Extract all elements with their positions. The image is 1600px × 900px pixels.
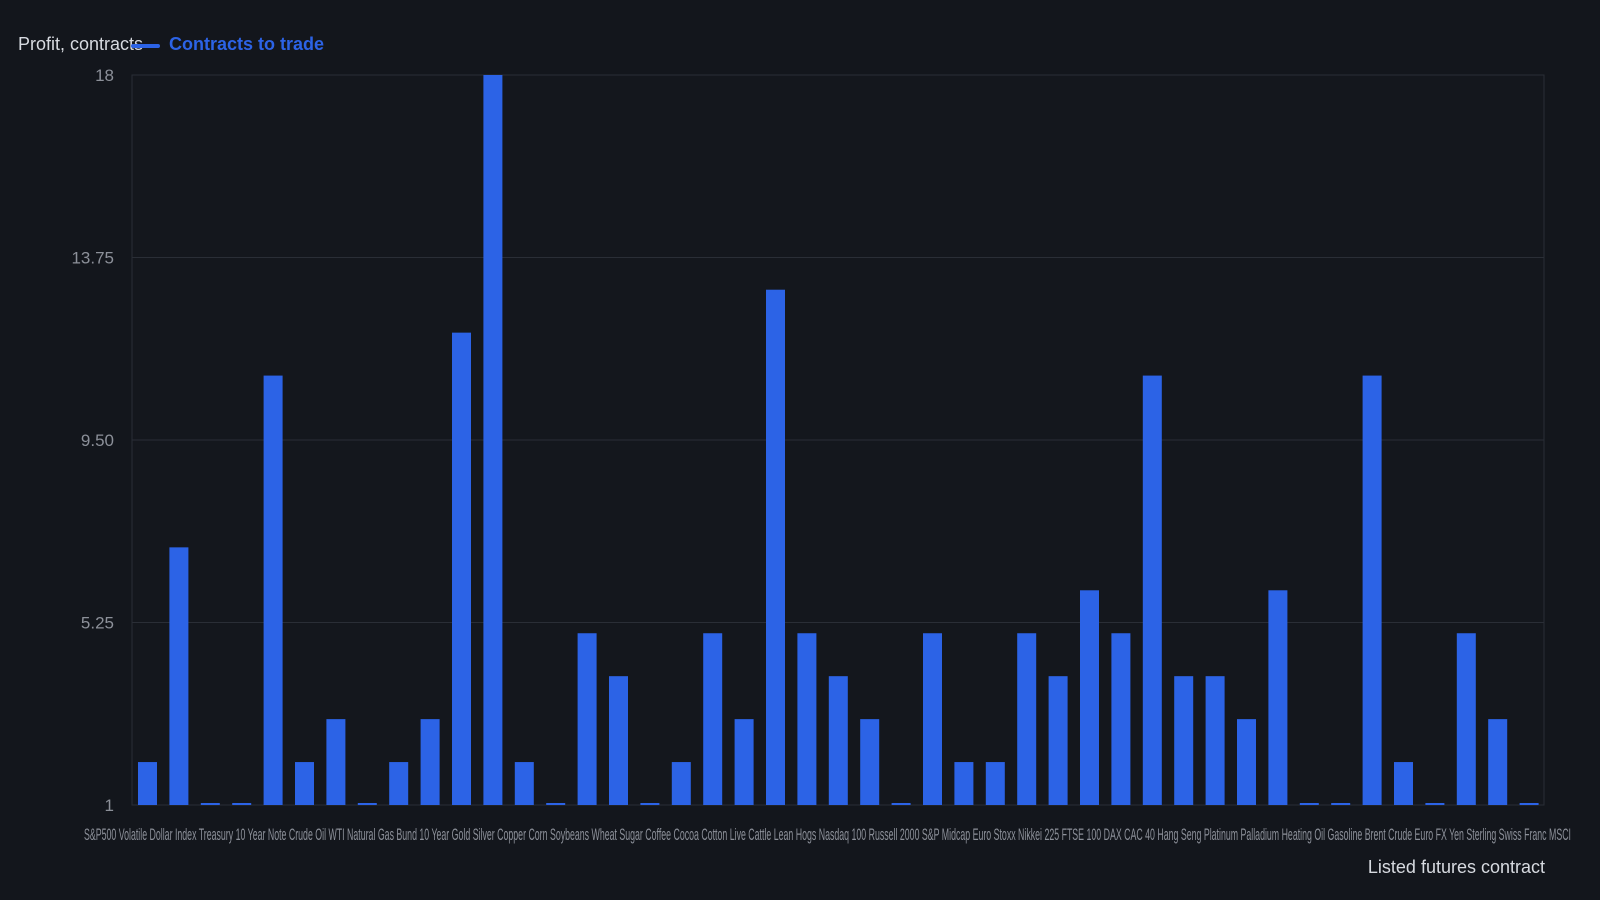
x-axis-label: Listed futures contract	[1367, 857, 1545, 877]
bar[interactable]	[169, 547, 189, 805]
legend-series-label[interactable]: Contracts to trade	[169, 34, 325, 54]
bar[interactable]	[1048, 676, 1068, 805]
bar[interactable]	[546, 803, 566, 805]
bar[interactable]	[1299, 803, 1319, 805]
bar[interactable]	[1331, 803, 1351, 805]
bar[interactable]	[389, 762, 409, 805]
bar[interactable]	[514, 762, 534, 805]
bar[interactable]	[1519, 803, 1539, 805]
bar[interactable]	[1111, 633, 1131, 805]
bar[interactable]	[985, 762, 1005, 805]
bar[interactable]	[1174, 676, 1194, 805]
x-tick-labels: S&P500 Volatile Dollar Index Treasury 10…	[84, 825, 1571, 844]
bar[interactable]	[640, 803, 660, 805]
y-tick-label: 18	[95, 66, 114, 85]
bar[interactable]	[1142, 375, 1162, 805]
bar[interactable]	[797, 633, 817, 805]
bar[interactable]	[923, 633, 942, 805]
bar[interactable]	[1456, 633, 1476, 805]
bar[interactable]	[609, 676, 628, 805]
bar[interactable]	[263, 375, 283, 805]
bar[interactable]	[1425, 803, 1445, 805]
y-tick-label: 1	[105, 796, 114, 815]
bar[interactable]	[357, 803, 377, 805]
bar[interactable]	[326, 719, 346, 805]
bar[interactable]	[1268, 590, 1288, 805]
bar[interactable]	[766, 289, 785, 805]
legend-swatch	[131, 44, 160, 48]
bar[interactable]	[232, 803, 252, 805]
bar[interactable]	[1017, 633, 1037, 805]
bar[interactable]	[860, 719, 880, 805]
bar[interactable]	[200, 803, 220, 805]
bar[interactable]	[1205, 676, 1225, 805]
y-axis-label: Profit, contracts	[17, 34, 143, 54]
bars	[138, 75, 1539, 805]
y-tick-label: 9.50	[81, 431, 114, 450]
bar[interactable]	[891, 803, 911, 805]
bar[interactable]	[1488, 719, 1508, 805]
bar[interactable]	[671, 762, 691, 805]
bar[interactable]	[295, 762, 314, 805]
bar[interactable]	[452, 332, 471, 805]
bar[interactable]	[734, 719, 754, 805]
bar[interactable]	[828, 676, 848, 805]
bar[interactable]	[1362, 375, 1382, 805]
bar[interactable]	[1394, 762, 1413, 805]
bar[interactable]	[420, 719, 440, 805]
bar[interactable]	[1080, 590, 1099, 805]
gridlines	[132, 257, 1544, 623]
bar[interactable]	[483, 75, 503, 805]
bar[interactable]	[577, 633, 597, 805]
bar[interactable]	[703, 633, 723, 805]
y-tick-label: 13.75	[71, 249, 114, 268]
bar[interactable]	[1237, 719, 1256, 805]
bar[interactable]	[138, 762, 157, 805]
bar[interactable]	[954, 762, 974, 805]
y-tick-label: 5.25	[81, 614, 114, 633]
y-tick-labels: 1 5.25 9.50 13.75 18	[71, 66, 114, 815]
